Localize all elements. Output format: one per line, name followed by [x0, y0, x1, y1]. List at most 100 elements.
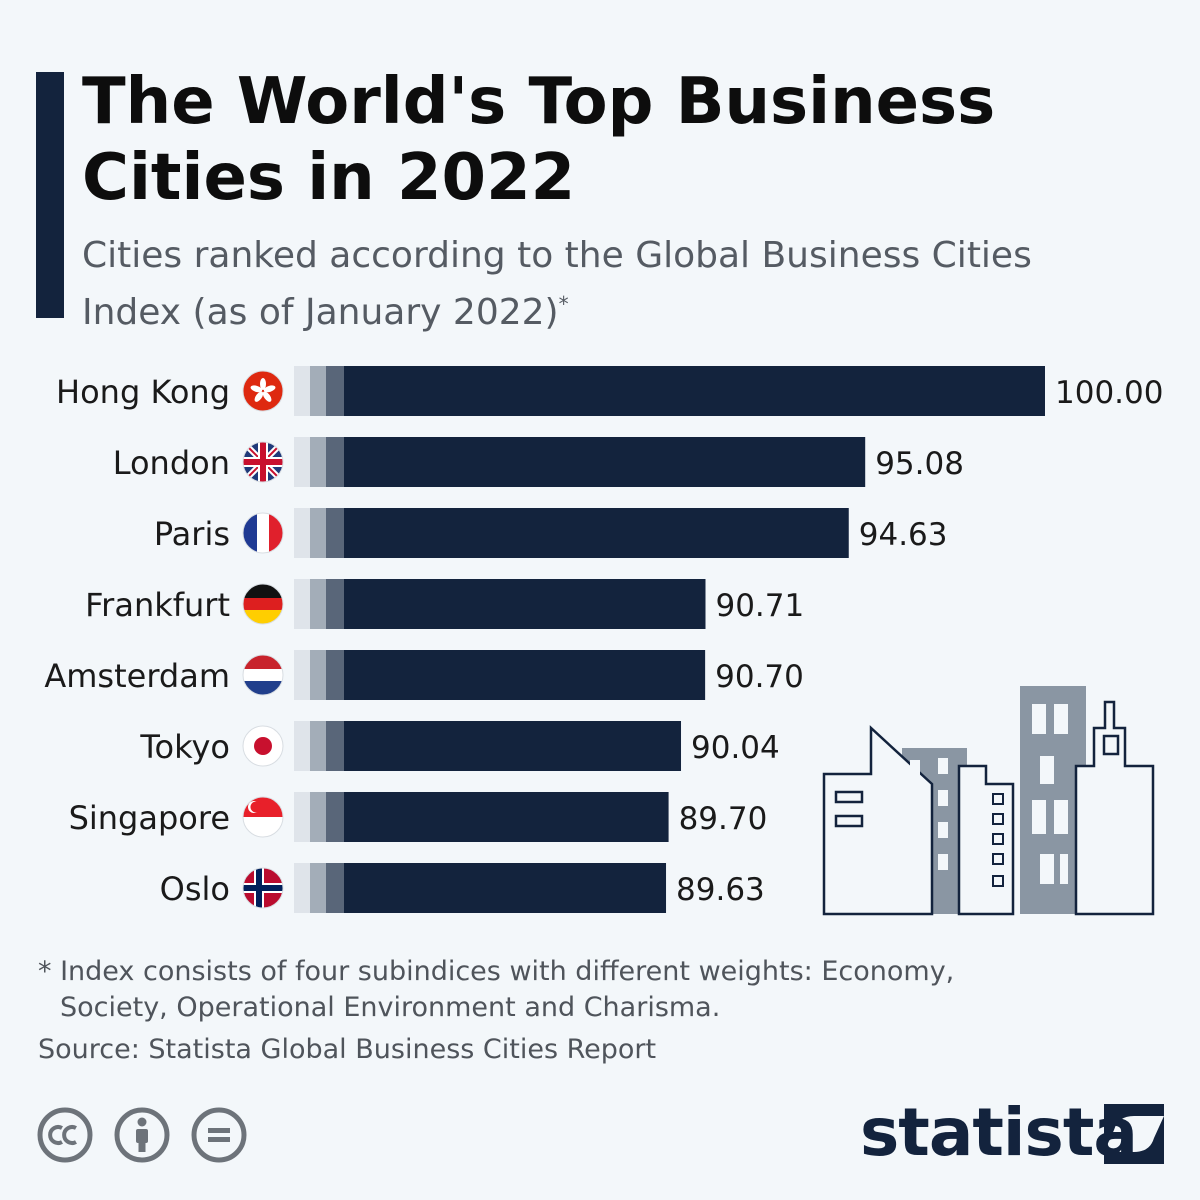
flag-petal: [263, 385, 276, 393]
flag-petal: [254, 391, 264, 402]
bar-fade-2: [310, 792, 326, 842]
data-label: 89.63: [676, 872, 765, 908]
flag-cross: [243, 885, 283, 891]
category-label: Oslo: [160, 870, 230, 908]
flag-stripe: [269, 513, 283, 553]
flag-ring: [242, 512, 284, 554]
bar-fade-3: [326, 437, 344, 487]
japan-flag-icon: [242, 725, 284, 767]
footnote: * Index consists of four subindices with…: [38, 954, 1138, 1026]
bar-fade-1: [294, 579, 310, 629]
license-icons: [36, 1106, 262, 1164]
bar-fade-3: [326, 863, 344, 913]
bar-fade-1: [294, 650, 310, 700]
bar: [344, 437, 866, 487]
bar-fade-1: [294, 792, 310, 842]
bar-fade-2: [310, 437, 326, 487]
bar: [344, 508, 849, 558]
flag-petal: [260, 378, 266, 390]
flag-cross: [256, 868, 262, 908]
bar-fade-3: [326, 508, 344, 558]
bar: [344, 863, 667, 913]
statista-logo-text[interactable]: statista: [860, 1094, 1138, 1171]
bar-chart: Hong Kong 100.00 London 95.08 Paris 94.63 Fran…: [44, 366, 1163, 913]
category-label: Frankfurt: [85, 586, 230, 624]
category-label: Amsterdam: [44, 657, 230, 695]
flag-ring: [242, 370, 284, 412]
attribution-icon[interactable]: [113, 1106, 171, 1164]
flag-ring: [242, 796, 284, 838]
bar-fade-3: [326, 792, 344, 842]
category-label: Hong Kong: [56, 373, 230, 411]
flag-petal: [262, 391, 272, 402]
category-label: Singapore: [69, 799, 230, 837]
city-skyline-icon: [822, 686, 1155, 916]
flag-sun: [254, 737, 272, 755]
germany-flag-icon: [242, 583, 284, 625]
flag-stripe: [243, 681, 283, 695]
flag-petal: [250, 385, 263, 393]
bar-fade-1: [294, 508, 310, 558]
data-label: 94.63: [859, 517, 948, 553]
bar-fade-1: [294, 721, 310, 771]
footnote-line-1: * Index consists of four subindices with…: [38, 956, 955, 987]
bar-fade-3: [326, 721, 344, 771]
bar-fade-2: [310, 366, 326, 416]
flag-ring: [242, 725, 284, 767]
category-label: Paris: [154, 515, 230, 553]
data-label: 90.71: [715, 588, 804, 624]
bar-fade-2: [310, 579, 326, 629]
data-label: 90.70: [715, 659, 804, 695]
uk-flag-icon: [242, 441, 284, 483]
flag-stripe: [243, 817, 283, 837]
flag-cross: [260, 442, 266, 482]
subtitle-footnote-mark: *: [558, 292, 569, 316]
france-flag-icon: [242, 512, 284, 554]
bar-fade-2: [310, 721, 326, 771]
flag-stripe: [243, 598, 283, 610]
norway-flag-icon: [242, 867, 284, 909]
bar: [344, 579, 706, 629]
bar-fade-3: [326, 579, 344, 629]
flag-stripe: [243, 610, 283, 624]
chart-title: The World's Top Business Cities in 2022: [82, 65, 996, 215]
flag-stripe: [257, 513, 269, 553]
data-label: 89.70: [679, 801, 768, 837]
bar-fade-2: [310, 863, 326, 913]
chart-subtitle: Cities ranked according to the Global Bu…: [82, 232, 1082, 337]
bar-fade-1: [294, 366, 310, 416]
source-note: Source: Statista Global Business Cities …: [38, 1034, 657, 1065]
flag-crescent: [250, 801, 262, 813]
hong-kong-flag-icon: [242, 370, 284, 412]
flag-ring: [242, 583, 284, 625]
bar-fade-2: [310, 508, 326, 558]
flag-stripe: [243, 584, 283, 598]
bar-fade-1: [294, 863, 310, 913]
bar: [344, 721, 682, 771]
data-label: 90.04: [691, 730, 780, 766]
flag-bg: [243, 371, 283, 411]
category-label: London: [113, 444, 230, 482]
singapore-flag-icon: [242, 796, 284, 838]
flag-stripe: [243, 669, 283, 681]
footnote-line-2: Society, Operational Environment and Cha…: [60, 992, 721, 1023]
bar-fade-3: [326, 366, 344, 416]
statista-logo-icon: [1104, 1104, 1164, 1164]
bar: [344, 650, 706, 700]
flag-stripe: [243, 655, 283, 669]
subtitle-text: Cities ranked according to the Global Bu…: [82, 235, 1032, 333]
bar-fade-2: [310, 650, 326, 700]
bar-fade-3: [326, 650, 344, 700]
data-label: 95.08: [875, 446, 964, 482]
flag-ring: [242, 441, 284, 483]
flag-ring: [242, 867, 284, 909]
bar-fade-1: [294, 437, 310, 487]
cc-icon[interactable]: [36, 1106, 94, 1164]
title-accent-bar: [36, 72, 64, 318]
category-label: Tokyo: [139, 728, 230, 766]
flag-stripe: [243, 513, 257, 553]
no-derivatives-icon[interactable]: [190, 1106, 248, 1164]
flag-ring: [242, 654, 284, 696]
bar: [344, 792, 669, 842]
netherlands-flag-icon: [242, 654, 284, 696]
